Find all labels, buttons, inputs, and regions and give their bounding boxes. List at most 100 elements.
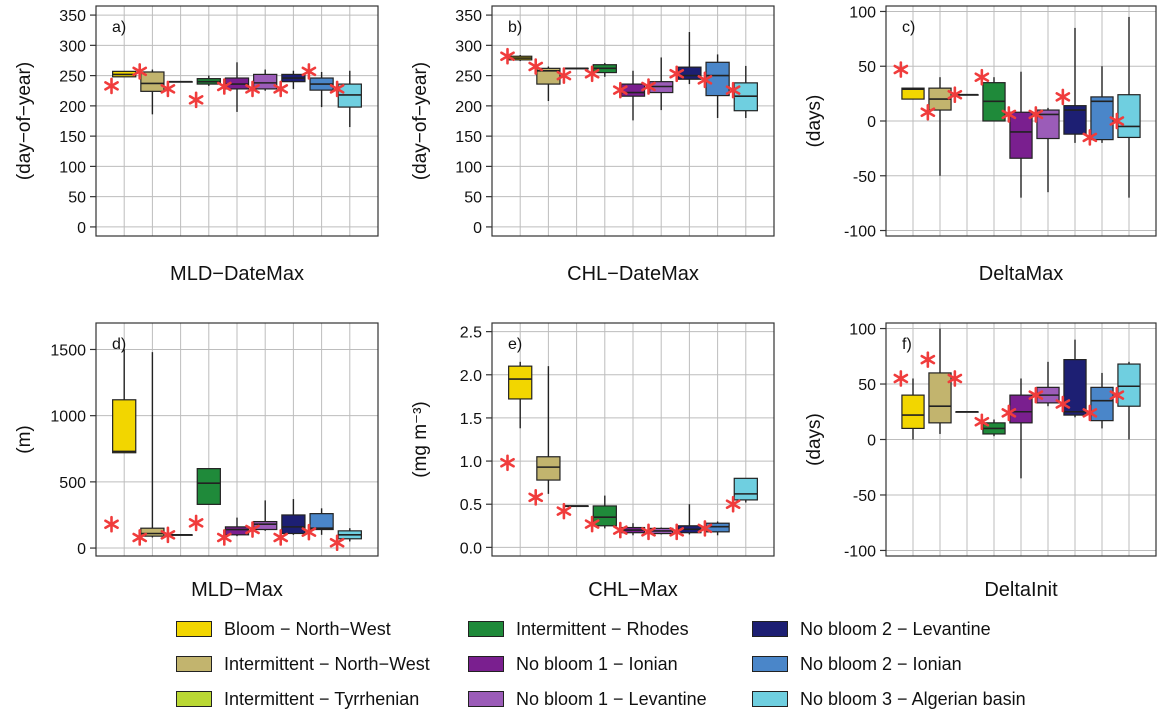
y-tick-label: -100 (844, 224, 876, 241)
star-marker-stroke (500, 51, 515, 62)
legend-swatch (176, 656, 212, 672)
y-tick-label: 0 (473, 220, 482, 237)
star-marker (1001, 404, 1017, 422)
star-marker (947, 370, 963, 387)
legend-item: Bloom − North−West (176, 616, 391, 642)
star-marker-stroke (160, 84, 176, 94)
star-marker-stroke (1001, 109, 1017, 120)
y-tick-label: 50 (68, 190, 86, 207)
y-tick-label: 350 (59, 8, 86, 25)
legend-swatch (752, 656, 788, 672)
star-marker (216, 529, 232, 546)
legend-item: Intermittent − North−West (176, 651, 430, 677)
legend-swatch (468, 621, 504, 637)
star-marker (669, 65, 685, 83)
y-tick-label: 1.0 (460, 454, 482, 471)
star-marker-stroke (132, 532, 148, 543)
plot-frame (95, 322, 379, 557)
star-marker-stroke (612, 525, 628, 535)
legend-swatch (176, 621, 212, 637)
star-marker-stroke (528, 492, 544, 503)
star-marker-stroke (974, 72, 990, 82)
star-marker (612, 81, 628, 99)
star-marker-stroke (947, 89, 963, 100)
box (901, 394, 925, 430)
star-marker-stroke (725, 85, 741, 95)
box (196, 468, 221, 505)
star-marker-stroke (1082, 132, 1098, 143)
star-marker-stroke (1055, 399, 1071, 409)
legend-label: No bloom 1 − Ionian (516, 653, 678, 674)
y-tick-label: 100 (59, 159, 86, 176)
panel-letter: e) (508, 336, 522, 353)
star-marker (1082, 404, 1098, 422)
legend: Bloom − North−West Intermittent − North−… (176, 614, 1076, 714)
star-marker (273, 80, 289, 98)
star-marker-stroke (104, 519, 119, 530)
star-marker (500, 47, 515, 65)
star-marker (1082, 129, 1098, 146)
box (901, 87, 925, 100)
star-marker-stroke (1082, 408, 1098, 418)
star-marker (974, 68, 990, 86)
y-tick-label: 300 (455, 38, 482, 55)
star-marker (556, 502, 572, 520)
box (309, 513, 334, 531)
y-tick-label: 150 (455, 129, 482, 146)
star-marker-stroke (584, 68, 600, 79)
star-marker (301, 63, 317, 80)
star-marker-stroke (1028, 390, 1044, 400)
y-tick-label: 200 (455, 99, 482, 116)
y-tick-label: 100 (849, 4, 876, 21)
x-axis-title: MLD−Max (191, 579, 283, 601)
star-marker-stroke (104, 81, 119, 91)
y-axis-title: (day−of−year) (14, 62, 35, 180)
plot-frame (95, 5, 379, 237)
x-axis-title: DeltaInit (984, 579, 1058, 601)
legend-label: No bloom 2 − Levantine (800, 618, 991, 639)
y-tick-label: 50 (858, 59, 876, 76)
star-marker-stroke (669, 527, 685, 537)
box (620, 83, 646, 97)
y-tick-label: 150 (59, 129, 86, 146)
chart-panel: 0 50 100 150 200 250 300 350 b) (day−of−year) CHL−… (410, 5, 775, 285)
y-tick-label: 0 (77, 541, 86, 558)
panel-letter: c) (902, 19, 915, 36)
legend-item: No bloom 1 − Levantine (468, 686, 707, 712)
x-axis-title: DeltaMax (979, 263, 1063, 285)
star-marker-stroke (1001, 408, 1017, 418)
x-axis-title: CHL−Max (588, 579, 677, 601)
legend-swatch (752, 621, 788, 637)
star-marker (1001, 106, 1017, 123)
star-marker (329, 534, 345, 552)
legend-label: Intermittent − Rhodes (516, 618, 689, 639)
star-marker-stroke (920, 107, 936, 118)
star-marker (216, 78, 232, 95)
y-tick-label: 50 (858, 377, 876, 394)
box (733, 477, 758, 501)
star-marker-stroke (612, 85, 628, 95)
star-marker (329, 80, 345, 98)
star-marker-stroke (556, 506, 572, 516)
star-marker (500, 454, 515, 472)
legend-item: No bloom 1 − Ionian (468, 651, 678, 677)
star-marker-stroke (584, 519, 600, 529)
star-marker (188, 514, 204, 532)
y-tick-label: 100 (455, 159, 482, 176)
star-marker (528, 489, 544, 506)
panel-letter: d) (112, 336, 126, 353)
star-marker (584, 65, 600, 83)
star-marker (301, 523, 317, 541)
star-marker (584, 515, 600, 533)
box (140, 71, 165, 92)
star-marker-stroke (669, 68, 685, 79)
box (705, 61, 730, 97)
star-marker-stroke (974, 416, 990, 427)
legend-label: Intermittent − North−West (224, 653, 430, 674)
y-axis-title: (day−of−year) (410, 62, 431, 180)
box (112, 399, 137, 454)
star-marker (273, 529, 289, 546)
y-tick-label: 2.5 (460, 325, 482, 342)
star-marker-stroke (329, 84, 345, 94)
chart-panel: 0 500 1000 1500 d) (m) MLD−Max (14, 322, 379, 601)
